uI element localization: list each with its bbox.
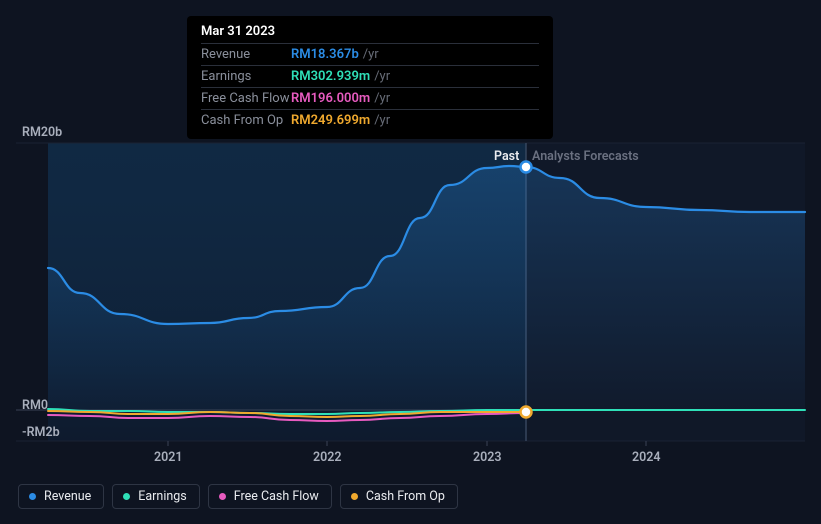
legend-dot-fcf xyxy=(219,493,226,500)
legend-item-fcf[interactable]: Free Cash Flow xyxy=(208,484,332,509)
legend-item-revenue[interactable]: Revenue xyxy=(18,484,104,509)
tooltip-row: Cash From OpRM249.699m/yr xyxy=(201,109,539,131)
tooltip-date: Mar 31 2023 xyxy=(201,24,539,39)
tooltip-value: RM18.367b xyxy=(291,47,359,62)
legend-label: Revenue xyxy=(44,489,91,504)
financial-chart: { "tooltip": { "date": "Mar 31 2023", "r… xyxy=(0,0,821,524)
x-tick: 2022 xyxy=(313,450,342,465)
legend-label: Cash From Op xyxy=(366,489,445,504)
tooltip-value: RM249.699m xyxy=(291,113,370,128)
x-tick: 2023 xyxy=(473,450,502,465)
tooltip-unit: /yr xyxy=(374,91,390,106)
tooltip-row: EarningsRM302.939m/yr xyxy=(201,65,539,87)
tooltip-value: RM302.939m xyxy=(291,69,370,84)
y-axis-max: RM20b xyxy=(22,125,62,140)
legend-dot-cfo xyxy=(351,493,358,500)
tooltip-unit: /yr xyxy=(374,113,390,128)
tooltip-label: Free Cash Flow xyxy=(201,91,291,106)
tooltip-label: Cash From Op xyxy=(201,113,291,128)
x-tick: 2021 xyxy=(154,450,183,465)
tooltip-row: RevenueRM18.367b/yr xyxy=(201,43,539,65)
legend-item-earnings[interactable]: Earnings xyxy=(112,484,199,509)
legend: Revenue Earnings Free Cash Flow Cash From O… xyxy=(18,484,458,509)
tooltip-row: Free Cash FlowRM196.000m/yr xyxy=(201,87,539,109)
tooltip-label: Earnings xyxy=(201,69,291,84)
x-tick: 2024 xyxy=(632,450,661,465)
y-axis-zero: RM0 xyxy=(22,398,48,413)
legend-dot-earnings xyxy=(123,493,130,500)
past-label: Past xyxy=(494,149,519,164)
y-axis-min: -RM2b xyxy=(22,425,60,440)
legend-label: Earnings xyxy=(138,489,186,504)
legend-label: Free Cash Flow xyxy=(234,489,319,504)
tooltip-unit: /yr xyxy=(363,47,379,62)
tooltip-value: RM196.000m xyxy=(291,91,370,106)
forecast-label: Analysts Forecasts xyxy=(532,149,639,164)
tooltip-unit: /yr xyxy=(374,69,390,84)
hover-tooltip: Mar 31 2023 RevenueRM18.367b/yrEarningsR… xyxy=(187,16,553,139)
legend-item-cfo[interactable]: Cash From Op xyxy=(340,484,458,509)
legend-dot-revenue xyxy=(29,493,36,500)
tooltip-label: Revenue xyxy=(201,47,291,62)
